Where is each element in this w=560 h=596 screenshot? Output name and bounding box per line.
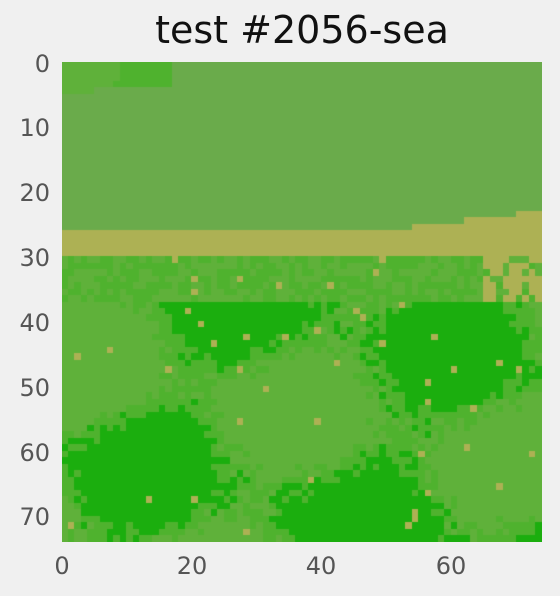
x-tick-label: 20 <box>176 552 208 580</box>
x-tick-label: 60 <box>435 552 467 580</box>
y-tick-label: 60 <box>19 439 50 467</box>
y-tick-label: 20 <box>19 179 50 207</box>
x-tick-label: 0 <box>54 552 70 580</box>
x-tick-label: 40 <box>305 552 337 580</box>
y-tick-label: 30 <box>19 244 50 272</box>
heatmap-plot-area <box>62 62 542 542</box>
y-tick-label: 50 <box>19 374 50 402</box>
y-tick-label: 0 <box>34 50 50 78</box>
y-tick-label: 10 <box>19 114 50 142</box>
heatmap-image <box>62 62 542 542</box>
y-tick-label: 70 <box>19 503 50 531</box>
y-tick-label: 40 <box>19 309 50 337</box>
chart-title: test #2056-sea <box>155 8 449 52</box>
